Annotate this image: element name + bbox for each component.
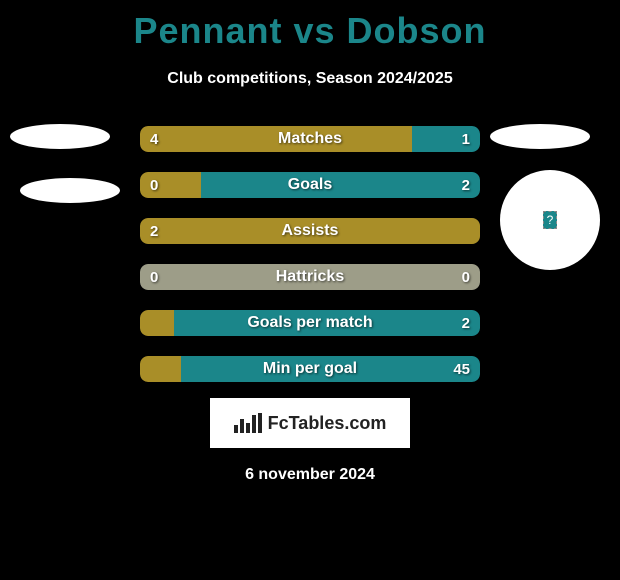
bar-row: Hattricks0 0: [140, 264, 480, 290]
page-title: Pennant vs Dobson: [0, 0, 620, 52]
bar-value-right: 2: [462, 310, 470, 336]
bar-row: Assists2: [140, 218, 480, 244]
bar-row: Goals0 2: [140, 172, 480, 198]
bar-value-left: 0: [150, 264, 158, 290]
bar-chart-icon: [234, 413, 262, 433]
bar-label: Assists: [140, 218, 480, 244]
logo-box: FcTables.com: [210, 398, 410, 448]
bar-label: Goals per match: [140, 310, 480, 336]
bar-value-left: 4: [150, 126, 158, 152]
bar-row: Goals per match2: [140, 310, 480, 336]
bar-label: Hattricks: [140, 264, 480, 290]
bar-value-right: 2: [462, 172, 470, 198]
comparison-chart: Matches41Goals02Assists2Hattricks00Goals…: [0, 126, 620, 484]
date-label: 6 november 2024: [0, 466, 620, 484]
bar-value-right: 0: [462, 264, 470, 290]
bar-label: Matches: [140, 126, 480, 152]
bar-value-left: 2: [150, 218, 158, 244]
bar-label: Goals: [140, 172, 480, 198]
bar-value-left: 0: [150, 172, 158, 198]
bar-value-right: 45: [453, 356, 470, 382]
bar-value-right: 1: [462, 126, 470, 152]
subtitle: Club competitions, Season 2024/2025: [0, 70, 620, 88]
bar-row: Matches4 1: [140, 126, 480, 152]
bar-label: Min per goal: [140, 356, 480, 382]
bar-row: Min per goal45: [140, 356, 480, 382]
logo-text: FcTables.com: [268, 413, 387, 434]
